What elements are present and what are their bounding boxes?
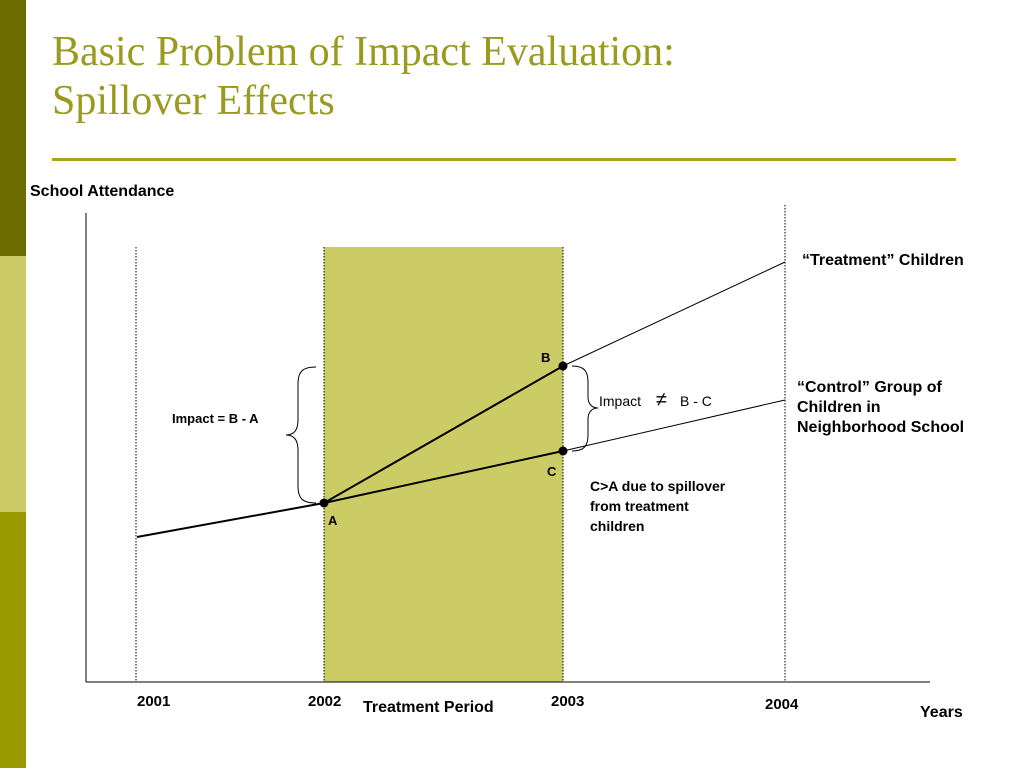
x-axis-title: Years: [920, 704, 963, 721]
slide-title-line-1: Basic Problem of Impact Evaluation:: [52, 29, 675, 75]
impact-left-brace: [285, 366, 317, 504]
control-series-label-line-3: Neighborhood School: [797, 419, 964, 436]
control-series-label-line-2: Children in: [797, 399, 881, 416]
year-tick-2001: 2001: [137, 693, 170, 710]
year-tick-2004: 2004: [765, 696, 799, 713]
point-a-label: A: [328, 513, 338, 528]
spillover-note-line-1: C>A due to spillover: [590, 478, 726, 494]
point-a: [319, 498, 329, 508]
control-trend-extension: [562, 399, 786, 452]
y-axis-title: School Attendance: [30, 183, 174, 200]
sidebar-band-top: [0, 0, 26, 256]
point-c-label: C: [547, 464, 557, 479]
sidebar-band-bottom: [0, 512, 26, 768]
spillover-note-line-2: from treatment: [590, 498, 689, 514]
impact-left-annotation: Impact = B - A: [172, 411, 259, 426]
control-series-label-line-1: “Control” Group of: [797, 379, 943, 396]
impact-right-brace: [571, 365, 599, 452]
treatment-period-shading: [324, 247, 563, 682]
not-equal-symbol: ≠: [656, 389, 667, 411]
spillover-note-line-3: children: [590, 518, 644, 534]
point-c: [558, 446, 568, 456]
slide-title-line-2: Spillover Effects: [52, 78, 335, 124]
year-tick-2002: 2002: [308, 693, 341, 710]
point-b-label: B: [541, 350, 550, 365]
slide-title: Basic Problem of Impact Evaluation: Spil…: [52, 28, 675, 126]
point-b: [558, 361, 568, 371]
control-trend-line: [323, 450, 564, 504]
impact-right-suffix: B - C: [680, 393, 712, 409]
baseline-trend-line: [136, 502, 325, 538]
sidebar-band-middle: [0, 256, 26, 512]
title-underline: [52, 158, 956, 161]
treatment-trend-line: [323, 365, 564, 504]
year-tick-2003: 2003: [551, 693, 584, 710]
treatment-trend-extension: [562, 261, 786, 367]
treatment-period-label: Treatment Period: [363, 699, 494, 716]
treatment-series-label: “Treatment” Children: [802, 252, 964, 269]
impact-right-prefix: Impact: [599, 393, 641, 409]
